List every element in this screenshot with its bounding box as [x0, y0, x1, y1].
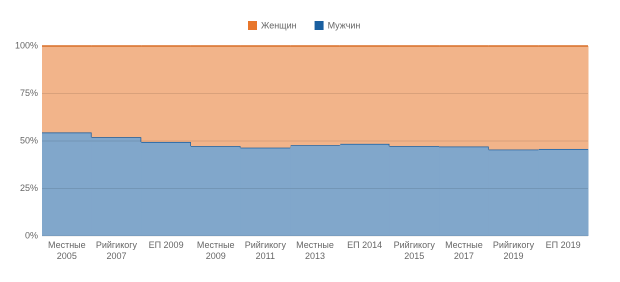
- x-tick-label: Рийгикогу 2015: [393, 240, 435, 261]
- area-step: [190, 146, 242, 236]
- area-step: [290, 46, 341, 146]
- y-tick-label: 100%: [15, 40, 38, 50]
- legend-label: Мужчин: [328, 20, 361, 30]
- area-step: [42, 46, 93, 133]
- y-tick-label: 25%: [20, 183, 38, 193]
- y-tick-label: 0%: [25, 230, 38, 240]
- x-tick-label: ЕП 2019: [545, 240, 581, 250]
- area-step: [538, 148, 589, 236]
- area-step: [339, 46, 390, 144]
- x-tick-label: Местные 2005: [47, 240, 86, 261]
- area-step: [240, 147, 291, 236]
- area-step: [389, 46, 440, 147]
- area-step: [389, 146, 440, 236]
- x-tick-label: ЕП 2014: [347, 240, 383, 250]
- area-step: [42, 132, 93, 236]
- y-tick-label: 50%: [20, 135, 38, 145]
- area-step: [290, 145, 341, 236]
- area-step: [141, 141, 192, 236]
- legend-swatch: [314, 21, 324, 30]
- legend-label: Женщин: [261, 20, 297, 30]
- area-step: [91, 46, 142, 138]
- area-step: [339, 143, 390, 236]
- area-step: [439, 146, 490, 236]
- area-step: [91, 137, 142, 236]
- area-step: [488, 149, 539, 236]
- x-tick-label: ЕП 2009: [148, 240, 184, 250]
- area-step: [488, 46, 539, 150]
- area-step: [538, 46, 589, 149]
- x-tick-label: Местные 2017: [445, 240, 483, 261]
- y-tick-label: 75%: [20, 88, 38, 98]
- x-tick-label: Местные 2013: [296, 240, 334, 261]
- x-tick-label: Рийгикогу 2011: [244, 240, 286, 261]
- area-step: [190, 46, 242, 147]
- area-step: [141, 46, 192, 142]
- x-tick-label: Рийгикогу 2007: [95, 240, 138, 261]
- area-step: [439, 46, 490, 147]
- area-step: [240, 46, 291, 148]
- x-tick-label: Местные 2009: [196, 240, 235, 261]
- x-tick-label: Рийгикогу 2019: [492, 240, 535, 261]
- legend-swatch: [248, 21, 257, 30]
